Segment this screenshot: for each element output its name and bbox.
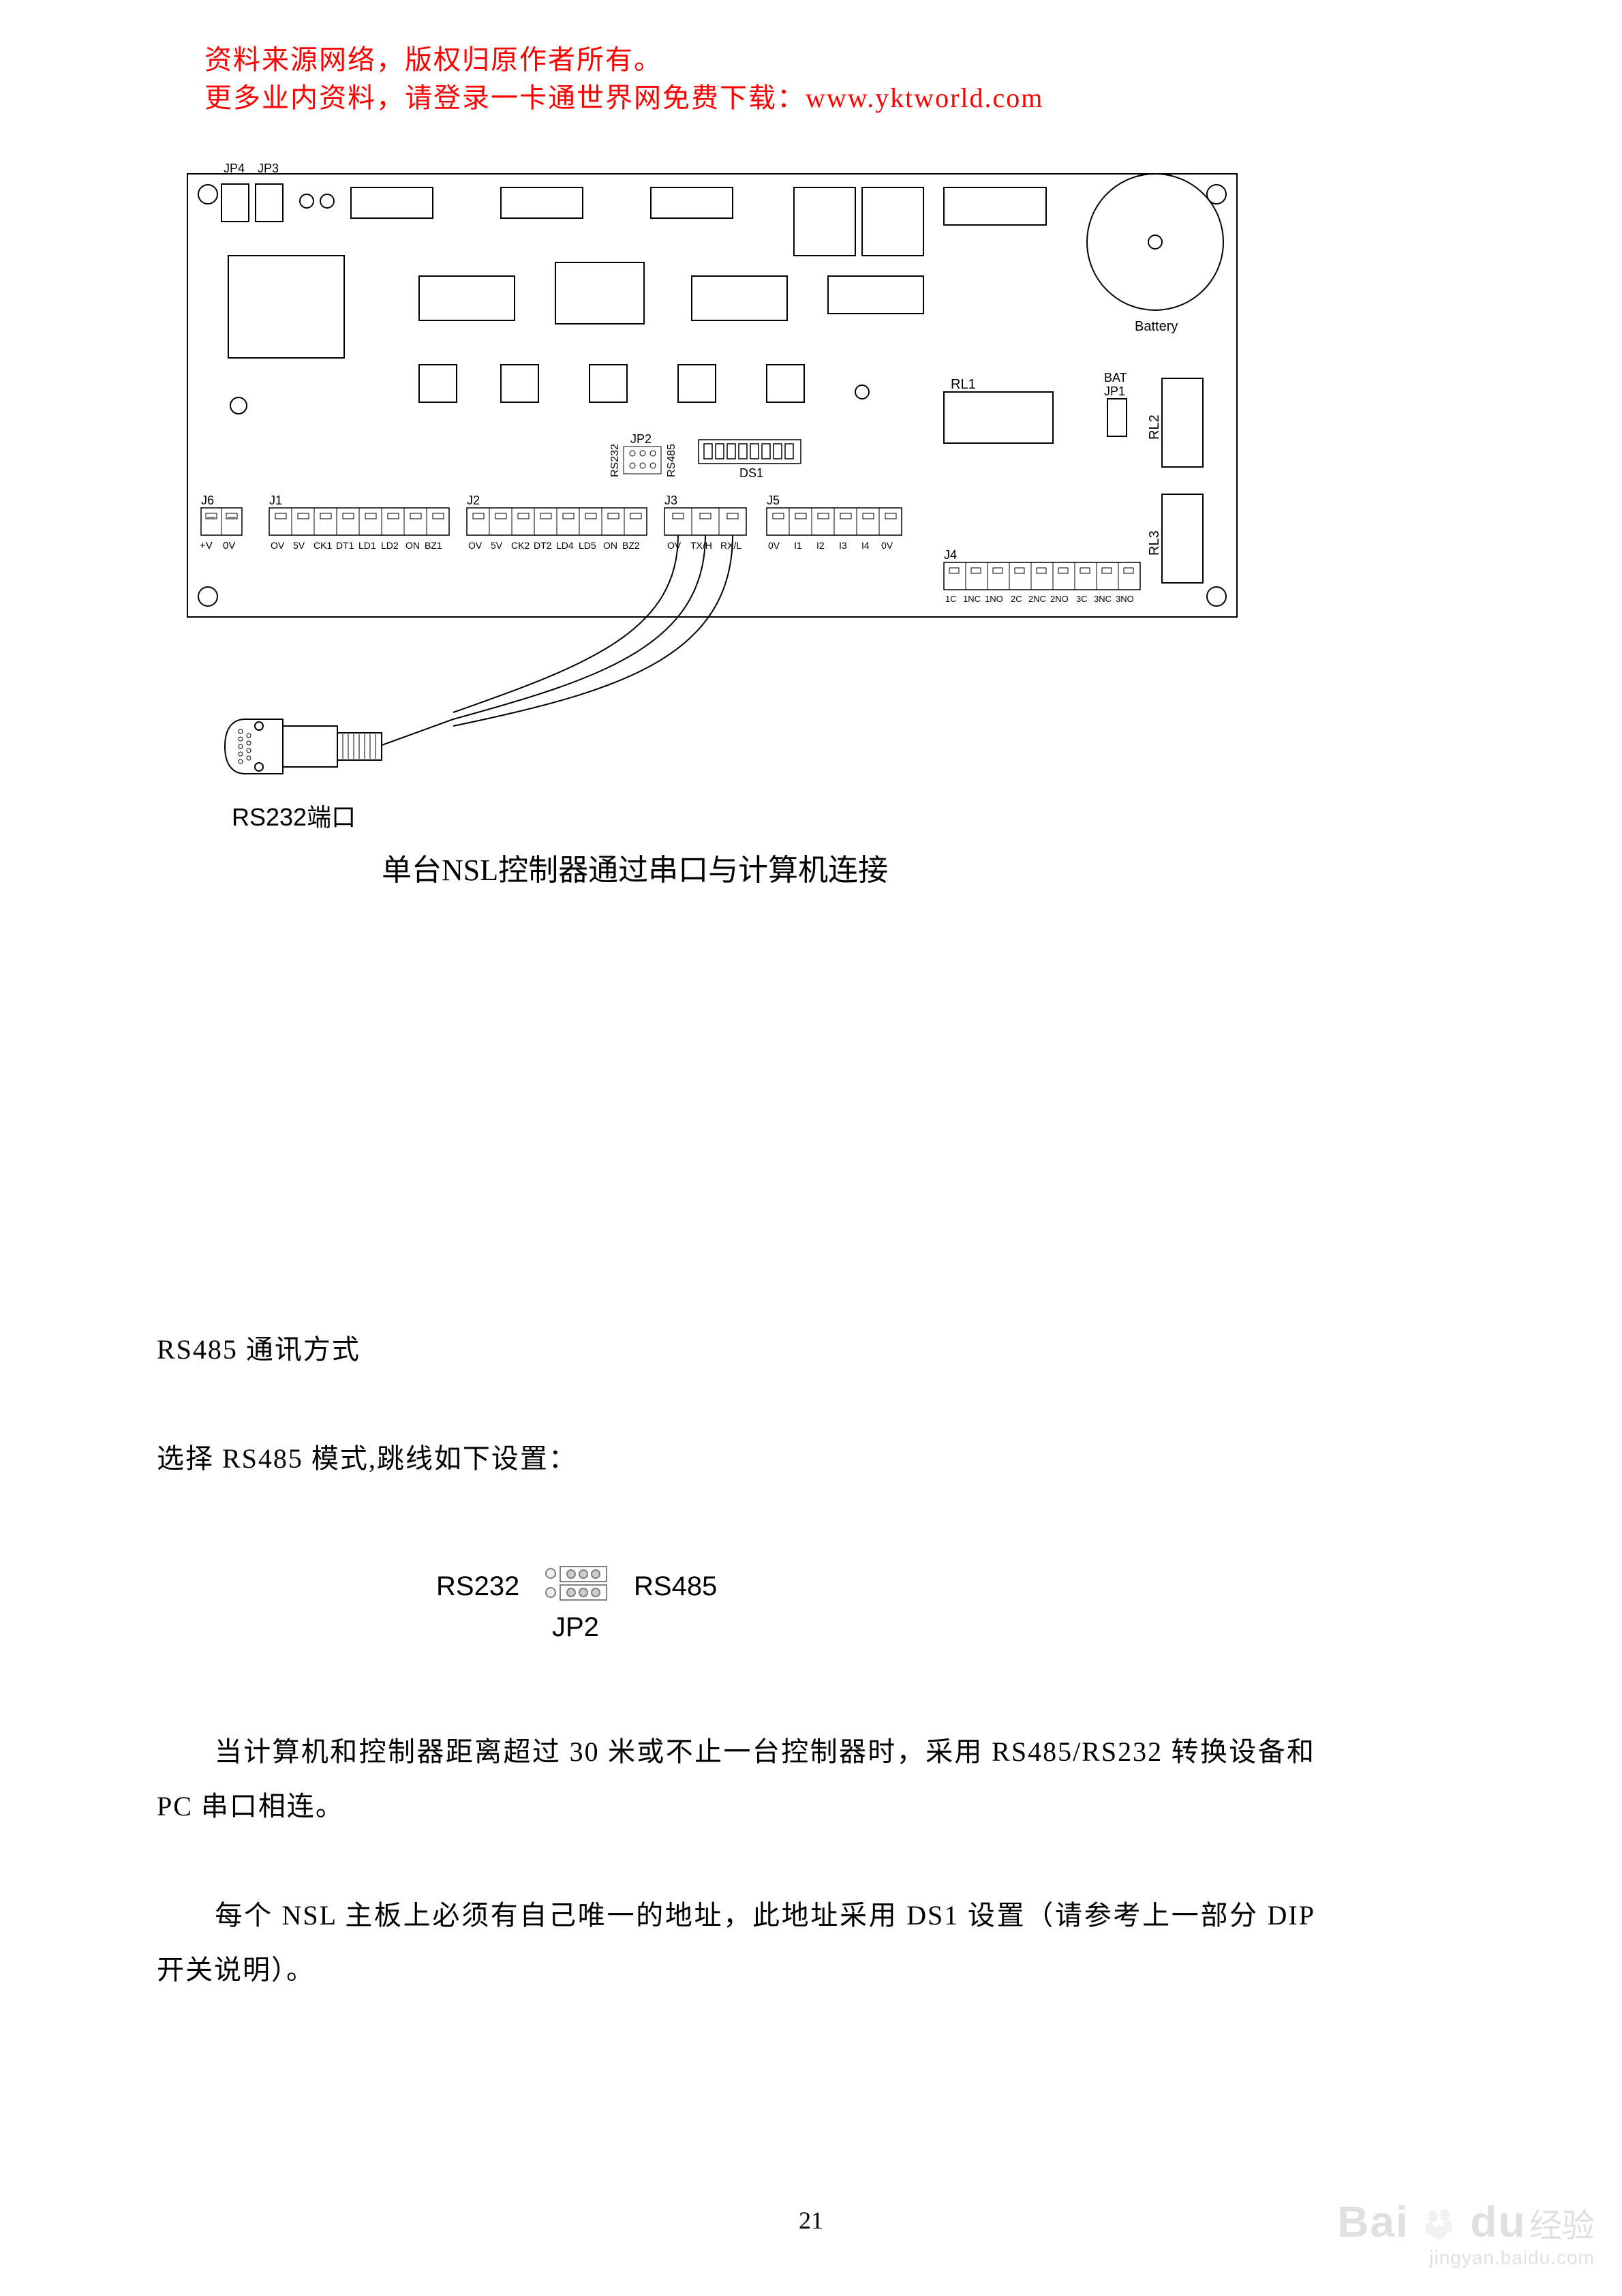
- lbl-jp2-board: JP2: [630, 432, 652, 446]
- svg-text:3NC: 3NC: [1094, 594, 1112, 604]
- svg-text:5V: 5V: [491, 540, 503, 551]
- paragraph-1: 当计算机和控制器距离超过 30 米或不止一台控制器时，采用 RS485/RS23…: [157, 1725, 1315, 1834]
- svg-text:I2: I2: [816, 540, 825, 551]
- lbl-rl1: RL1: [951, 377, 976, 392]
- svg-text:RX/L: RX/L: [720, 540, 741, 551]
- svg-text:CK1: CK1: [313, 540, 332, 551]
- svg-text:OV: OV: [667, 540, 682, 551]
- lbl-battery: Battery: [1135, 319, 1178, 334]
- svg-text:2C: 2C: [1011, 594, 1022, 604]
- lbl-jp3: JP3: [258, 162, 279, 175]
- svg-text:I3: I3: [839, 540, 847, 551]
- svg-text:0V: 0V: [223, 540, 235, 552]
- svg-text:BZ1: BZ1: [425, 540, 442, 551]
- lbl-rs232-board: RS232: [609, 444, 621, 477]
- svg-text:J1: J1: [269, 494, 282, 507]
- svg-text:J5: J5: [767, 494, 780, 507]
- section-select-line: 选择 RS485 模式,跳线如下设置：: [157, 1432, 577, 1486]
- jp2-svg: [538, 1561, 613, 1609]
- svg-text:I4: I4: [861, 540, 870, 551]
- header-url: www.yktworld.com: [806, 82, 1043, 113]
- lbl-bat: BAT: [1104, 371, 1127, 384]
- paragraph-2: 每个 NSL 主板上必须有自己唯一的地址，此地址采用 DS1 设置（请参考上一部…: [157, 1888, 1315, 1997]
- paw-icon: [1423, 2207, 1457, 2241]
- header-line2-prefix: 更多业内资料，请登录一卡通世界网免费下载：: [204, 82, 806, 113]
- svg-text:0V: 0V: [881, 540, 893, 551]
- jp2-bottom-label: JP2: [552, 1612, 599, 1643]
- svg-text:0V: 0V: [768, 540, 780, 551]
- lbl-rl2: RL2: [1147, 414, 1162, 440]
- svg-text:TX/H: TX/H: [690, 540, 712, 551]
- svg-text:1NO: 1NO: [985, 594, 1003, 604]
- jp2-left-label: RS232: [436, 1571, 519, 1602]
- svg-text:CK2: CK2: [511, 540, 530, 551]
- header-line1: 资料来源网络，版权归原作者所有。: [204, 41, 1043, 79]
- svg-text:J4: J4: [944, 548, 957, 562]
- caption-main: 单台NSL控制器通过串口与计算机连接: [382, 845, 888, 889]
- baidu-watermark: Bai du 经验 jingyan.baidu.com: [1337, 2196, 1595, 2269]
- jp2-jumper-diagram: RS232 RS485 JP2: [436, 1561, 804, 1650]
- svg-text:2NO: 2NO: [1050, 594, 1069, 604]
- header-source-block: 资料来源网络，版权归原作者所有。 更多业内资料，请登录一卡通世界网免费下载：ww…: [204, 41, 1043, 117]
- svg-text:1C: 1C: [945, 594, 957, 604]
- svg-text:1NC: 1NC: [963, 594, 981, 604]
- svg-text:3NO: 3NO: [1116, 594, 1134, 604]
- watermark-brand-cn: 经验: [1529, 2208, 1595, 2244]
- pcb-svg: JP4 JP3 Battery RL1: [181, 153, 1244, 849]
- watermark-url: jingyan.baidu.com: [1337, 2247, 1595, 2269]
- lbl-rs485-board: RS485: [666, 444, 677, 477]
- svg-text:J6: J6: [201, 494, 214, 507]
- watermark-brand-en: Bai: [1337, 2197, 1409, 2246]
- svg-text:J3: J3: [664, 494, 677, 507]
- header-line2: 更多业内资料，请登录一卡通世界网免费下载：www.yktworld.com: [204, 79, 1043, 117]
- watermark-brand-du: du: [1470, 2197, 1526, 2246]
- lbl-ds1: DS1: [739, 466, 763, 480]
- lbl-jp4: JP4: [224, 162, 245, 175]
- svg-text:J2: J2: [467, 494, 480, 507]
- jp2-right-label: RS485: [634, 1571, 717, 1602]
- svg-text:5V: 5V: [293, 540, 305, 551]
- lbl-jp1: JP1: [1104, 384, 1125, 398]
- caption-rs232-port: RS232端口: [232, 798, 356, 833]
- svg-text:OV: OV: [468, 540, 483, 551]
- svg-text:ON: ON: [603, 540, 617, 551]
- svg-text:OV: OV: [271, 540, 285, 551]
- svg-text:3C: 3C: [1076, 594, 1088, 604]
- svg-text:I1: I1: [794, 540, 802, 551]
- lbl-rl3: RL3: [1147, 530, 1162, 556]
- pcb-diagram: JP4 JP3 Battery RL1: [181, 153, 1244, 849]
- section-heading: RS485 通讯方式: [157, 1323, 361, 1377]
- db9-connector: [225, 719, 382, 774]
- svg-text:DT2: DT2: [534, 540, 552, 551]
- svg-text:DT1: DT1: [336, 540, 354, 551]
- svg-text:2NC: 2NC: [1028, 594, 1046, 604]
- svg-text:LD4: LD4: [556, 540, 574, 551]
- svg-text:+V: +V: [200, 540, 213, 552]
- svg-text:LD5: LD5: [579, 540, 596, 551]
- svg-text:BZ2: BZ2: [622, 540, 640, 551]
- svg-text:LD2: LD2: [381, 540, 399, 551]
- svg-text:LD1: LD1: [358, 540, 376, 551]
- svg-text:ON: ON: [406, 540, 420, 551]
